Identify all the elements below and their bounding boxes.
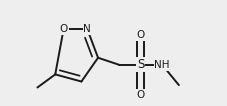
Text: O: O: [59, 24, 68, 34]
Text: S: S: [137, 58, 145, 71]
Text: O: O: [137, 30, 145, 40]
Text: O: O: [137, 90, 145, 100]
Text: N: N: [84, 24, 91, 34]
Text: NH: NH: [155, 60, 170, 70]
